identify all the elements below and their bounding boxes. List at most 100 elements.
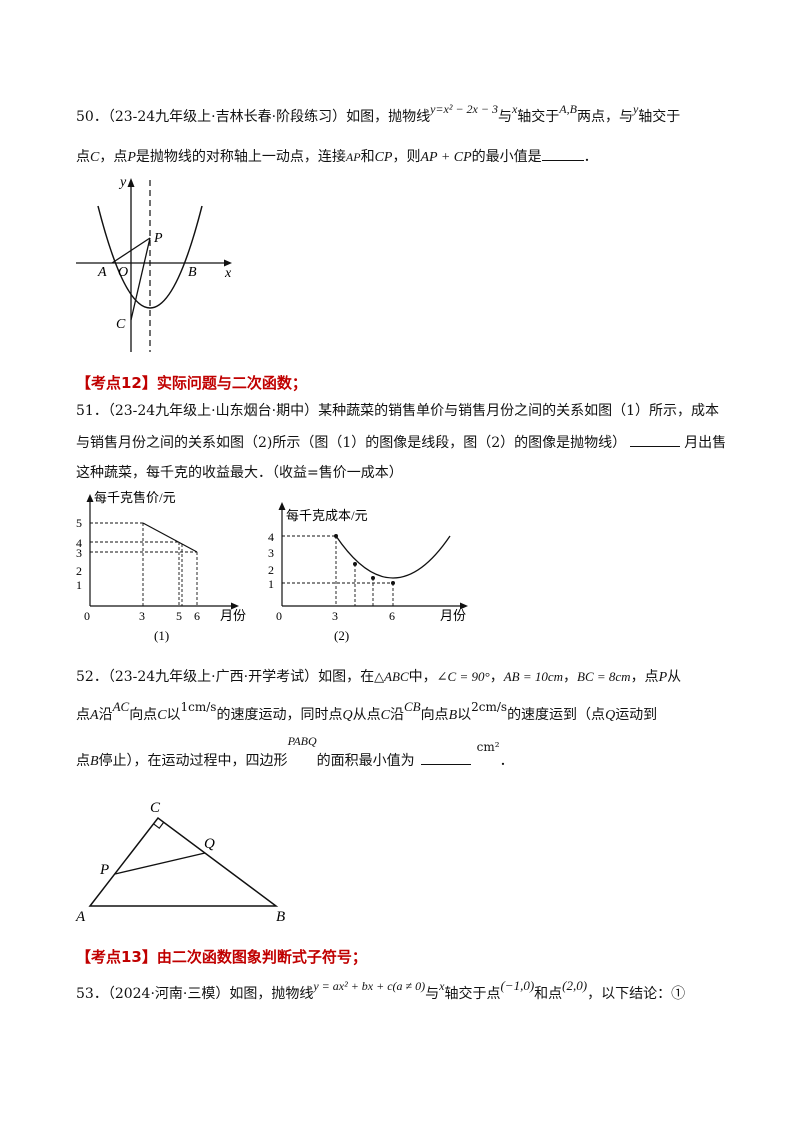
chart1-xtick-0: 0 (84, 609, 90, 623)
q50-var-ap: AP (345, 150, 361, 164)
chart2-ytick-2: 2 (268, 563, 274, 577)
q52-line2: 点A沿AC向点C以1cm/s的速度运动，同时点Q从点C沿CB向点B以2cm/s的… (76, 699, 658, 725)
q52-text: ，点 (630, 669, 659, 685)
q52-var-b: B (448, 708, 458, 723)
chart1-guide-lines (90, 522, 198, 606)
q50-text: 和 (360, 149, 375, 165)
fig50-label-a: A (97, 265, 107, 280)
q51-text: 这种蔬菜，每千克的收益最大．（收益=售价一成本） (76, 465, 403, 481)
chart2-caption: (2) (334, 628, 349, 643)
q53-point-2: (2,0) (562, 978, 588, 993)
q50-var-x: x (511, 102, 518, 116)
q52-text: 向点 (129, 707, 158, 723)
chart1-y-arrow (86, 494, 94, 502)
q51-cost-chart: 4 3 2 1 0 3 6 每千克成本/元 月份 (2) (268, 502, 468, 643)
q51-source: （23-24九年级上·山东烟台·期中） (107, 403, 319, 419)
q51-text: 某种蔬菜的销售单价与销售月份之间的关系如图（1）所示，成本 (318, 403, 719, 419)
chart1-ytick-2: 2 (76, 564, 82, 578)
q52-unit: cm² (476, 740, 500, 754)
right-angle-mark (153, 821, 165, 830)
q52-var-cb: CB (403, 699, 421, 714)
chart2-xlabel: 月份 (440, 608, 466, 623)
q52-text: 如图，在 (318, 669, 375, 685)
q52-text: 运动到 (615, 707, 658, 723)
q53-text: 如图，抛物线 (229, 986, 314, 1002)
chart2-xtick-0: 0 (276, 609, 282, 623)
chart1-caption: (1) (154, 628, 169, 643)
q52-line1: 52．（23-24九年级上·广西·开学考试）如图，在△ABC中，∠C = 90°… (76, 669, 682, 685)
q52-var-c: C (157, 708, 167, 723)
q52-var-pabq: PABQ (287, 734, 317, 748)
fig52-label-b: B (276, 909, 285, 924)
chart1-xtick-3: 3 (139, 609, 145, 623)
q52-answer-blank[interactable] (420, 752, 471, 765)
q50-text: 是抛物线的对称轴上一动点，连接 (135, 149, 346, 165)
section-heading-12: 【考点12】实际问题与二次函数； (76, 374, 307, 392)
q50-text: 两点，与 (576, 109, 633, 125)
q51-line3: 这种蔬菜，每千克的收益最大．（收益=售价一成本） (76, 464, 403, 482)
chart2-guide-lines (282, 535, 394, 606)
q52-text: 从点 (352, 707, 381, 723)
q52-var-a: A (90, 708, 99, 723)
q52-text: 点 (76, 707, 90, 723)
chart2-point (353, 562, 357, 566)
q51-price-chart: 5 4 3 2 1 0 3 5 6 每千克售价/元 月份 (1) (76, 490, 246, 643)
chart2-point (391, 581, 395, 585)
q51-text: 月出售 (684, 435, 727, 451)
q50-line1: 50．（23-24九年级上·吉林长春·阶段练习）如图，抛物线y=x² − 2x … (76, 102, 681, 126)
section-heading-13: 【考点13】由二次函数图象判断式子符号； (76, 948, 367, 966)
fig50-label-o: O (118, 265, 128, 280)
q50-line2: 点C，点P是抛物线的对称轴上一动点，连接AP和CP，则AP + CP的最小值是 ． (76, 148, 598, 167)
q52-text: 沿 (98, 707, 113, 723)
q52-var-triangle: △ABC (374, 669, 409, 684)
q52-var-c: C (380, 708, 390, 723)
q50-var-c: C (90, 150, 100, 165)
chart1-xtick-5: 5 (176, 609, 182, 623)
fig52-label-c: C (150, 800, 161, 816)
fig50-label-x: x (224, 266, 232, 281)
q53-number: 53． (76, 986, 108, 1002)
chart1-ytick-3: 3 (76, 546, 82, 560)
q50-number: 50． (76, 109, 108, 125)
q52-text: 的速度运到（点 (507, 707, 606, 723)
chart1-y-ticks: 5 4 3 2 1 (76, 516, 82, 592)
q50-answer-blank[interactable] (541, 148, 584, 161)
q52-number: 52． (76, 669, 108, 685)
chart1-ytick-5: 5 (76, 516, 82, 530)
q52-var-ab: AB = 10cm (503, 669, 564, 684)
chart2-y-arrow (278, 502, 286, 510)
chart2-ylabel: 每千克成本/元 (286, 508, 368, 523)
chart2-xtick-6: 6 (389, 609, 395, 623)
q53-text: ，以下结论：① (587, 986, 686, 1002)
q52-text: 向点 (420, 707, 449, 723)
q53-var-x: x (439, 979, 445, 993)
q50-var-y: y (632, 102, 639, 116)
segment-cp (130, 237, 151, 321)
fig52-label-a: A (75, 909, 86, 924)
chart1-price-segment (142, 522, 198, 553)
q50-text: 轴交于 (638, 109, 681, 125)
q53-source: （2024·河南·三模） (107, 986, 230, 1002)
chart1-xtick-6: 6 (194, 609, 200, 623)
q52-text: ． (499, 753, 514, 769)
y-axis-arrow (127, 178, 135, 187)
q52-text: 以 (166, 707, 181, 723)
q52-var-angle: ∠C = 90° (436, 669, 490, 684)
q52-text: 中， (408, 669, 437, 685)
q52-triangle-figure: C Q P A B (75, 800, 285, 924)
q50-text: 的最小值是 (471, 149, 542, 165)
q51-answer-blank[interactable] (630, 434, 681, 447)
chart2-x-arrow (460, 602, 468, 610)
q52-var-b: B (90, 754, 99, 769)
q52-var-q: Q (605, 708, 616, 723)
fig52-label-q: Q (204, 836, 215, 852)
segment-pq (114, 852, 206, 875)
q50-var-sum: AP + CP (420, 150, 472, 165)
fig50-label-y: y (118, 175, 127, 190)
q52-text: 以 (457, 707, 472, 723)
q50-var-cp: CP (374, 150, 393, 165)
q53-text: 与 (425, 986, 440, 1002)
q50-source: （23-24九年级上·吉林长春·阶段练习） (107, 109, 347, 125)
q50-text: ，点 (99, 149, 128, 165)
q50-text: 与 (497, 109, 512, 125)
